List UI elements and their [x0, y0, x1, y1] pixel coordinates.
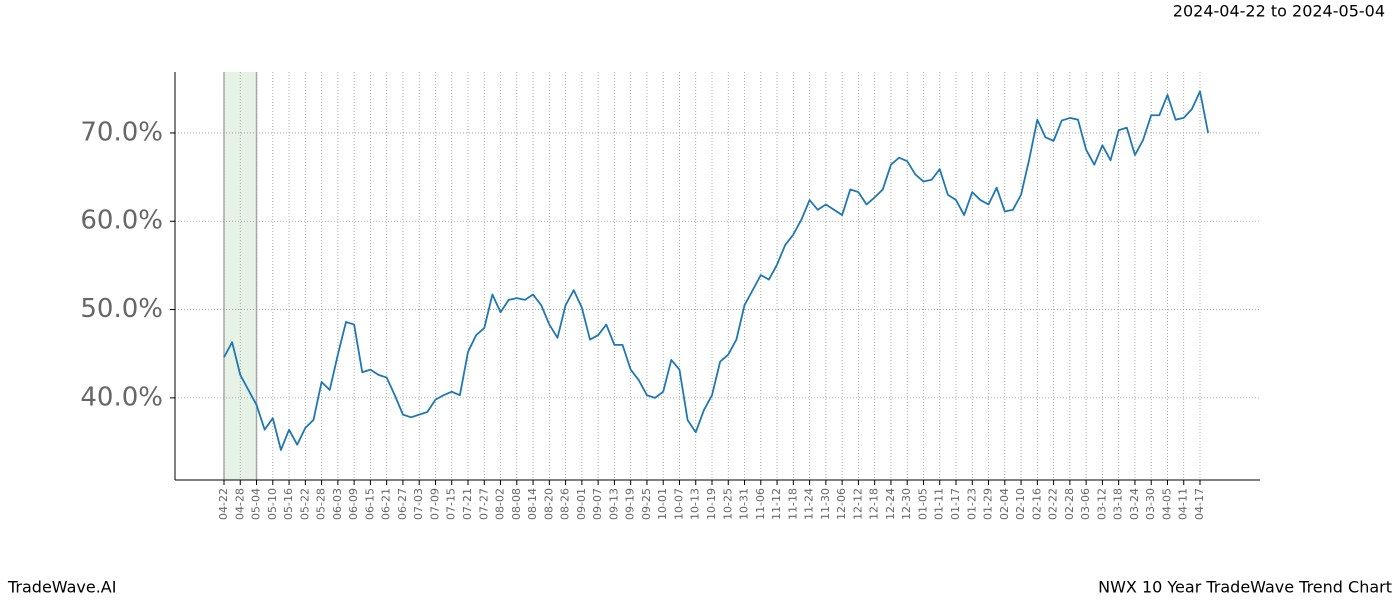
x-tick-label: 06-15 [363, 488, 376, 520]
x-tick-label: 09-13 [607, 488, 620, 520]
x-tick-label: 10-25 [721, 488, 734, 520]
x-tick-label: 02-10 [1014, 488, 1027, 520]
x-tick-label: 08-26 [559, 488, 572, 520]
x-tick-label: 03-06 [1079, 488, 1092, 520]
y-tick-label: 50.0% [80, 294, 163, 324]
x-tick-label: 05-04 [250, 488, 263, 520]
x-tick-label: 04-17 [1193, 488, 1206, 520]
x-tick-label: 07-21 [461, 488, 474, 520]
x-tick-label: 05-22 [298, 488, 311, 520]
x-tick-label: 11-30 [819, 488, 832, 520]
x-tick-label: 02-04 [998, 488, 1011, 520]
x-tick-label: 06-09 [347, 488, 360, 520]
x-tick-label: 01-17 [949, 488, 962, 520]
x-tick-label: 08-02 [494, 488, 507, 520]
x-tick-label: 07-27 [477, 488, 490, 520]
x-tick-label: 01-23 [965, 488, 978, 520]
x-tick-label: 10-07 [672, 488, 685, 520]
x-tick-label: 12-30 [900, 488, 913, 520]
x-tick-label: 08-08 [510, 488, 523, 520]
x-tick-label: 12-18 [868, 488, 881, 520]
x-tick-label: 09-19 [624, 488, 637, 520]
x-tick-label: 12-06 [835, 488, 848, 520]
y-tick-label: 40.0% [80, 382, 163, 412]
y-tick-label: 60.0% [80, 206, 163, 236]
x-tick-label: 03-18 [1112, 488, 1125, 520]
x-tick-label: 10-13 [689, 488, 702, 520]
x-tick-label: 06-03 [331, 488, 344, 520]
x-tick-label: 04-22 [217, 488, 230, 520]
x-tick-label: 01-11 [933, 488, 946, 520]
x-tick-label: 11-06 [754, 488, 767, 520]
x-tick-label: 03-30 [1144, 488, 1157, 520]
x-tick-label: 02-22 [1047, 488, 1060, 520]
x-tick-label: 05-16 [282, 488, 295, 520]
x-tick-label: 04-05 [1160, 488, 1173, 520]
x-tick-label: 03-24 [1128, 488, 1141, 520]
x-tick-label: 12-12 [851, 488, 864, 520]
x-tick-label: 04-11 [1177, 488, 1190, 520]
x-tick-label: 09-01 [575, 488, 588, 520]
x-tick-label: 07-03 [412, 488, 425, 520]
x-tick-label: 09-07 [591, 488, 604, 520]
x-tick-label: 08-20 [542, 488, 555, 520]
x-tick-label: 05-10 [266, 488, 279, 520]
x-tick-label: 01-29 [982, 488, 995, 520]
x-tick-label: 03-12 [1095, 488, 1108, 520]
date-range: 2024-04-22 to 2024-05-04 [1173, 2, 1385, 21]
x-tick-label: 02-28 [1063, 488, 1076, 520]
x-tick-label: 11-12 [770, 488, 783, 520]
x-tick-label: 06-27 [396, 488, 409, 520]
x-tick-label: 04-28 [233, 488, 246, 520]
x-tick-label: 05-28 [315, 488, 328, 520]
x-tick-label: 07-15 [445, 488, 458, 520]
x-tick-label: 10-31 [738, 488, 751, 520]
chart-title: NWX 10 Year TradeWave Trend Chart [1098, 578, 1392, 597]
x-tick-label: 09-25 [640, 488, 653, 520]
x-tick-label: 07-09 [428, 488, 441, 520]
brand: TradeWave.AI [7, 578, 116, 597]
x-tick-label: 12-24 [884, 488, 897, 520]
x-tick-label: 08-14 [526, 488, 539, 520]
x-tick-label: 11-24 [803, 488, 816, 520]
x-tick-label: 11-18 [786, 488, 799, 520]
y-tick-label: 70.0% [80, 117, 163, 147]
x-tick-label: 10-01 [656, 488, 669, 520]
x-tick-label: 06-21 [380, 488, 393, 520]
x-tick-label: 01-05 [916, 488, 929, 520]
series-line [223, 90, 1210, 451]
x-tick-label: 02-16 [1030, 488, 1043, 520]
x-tick-label: 10-19 [705, 488, 718, 520]
